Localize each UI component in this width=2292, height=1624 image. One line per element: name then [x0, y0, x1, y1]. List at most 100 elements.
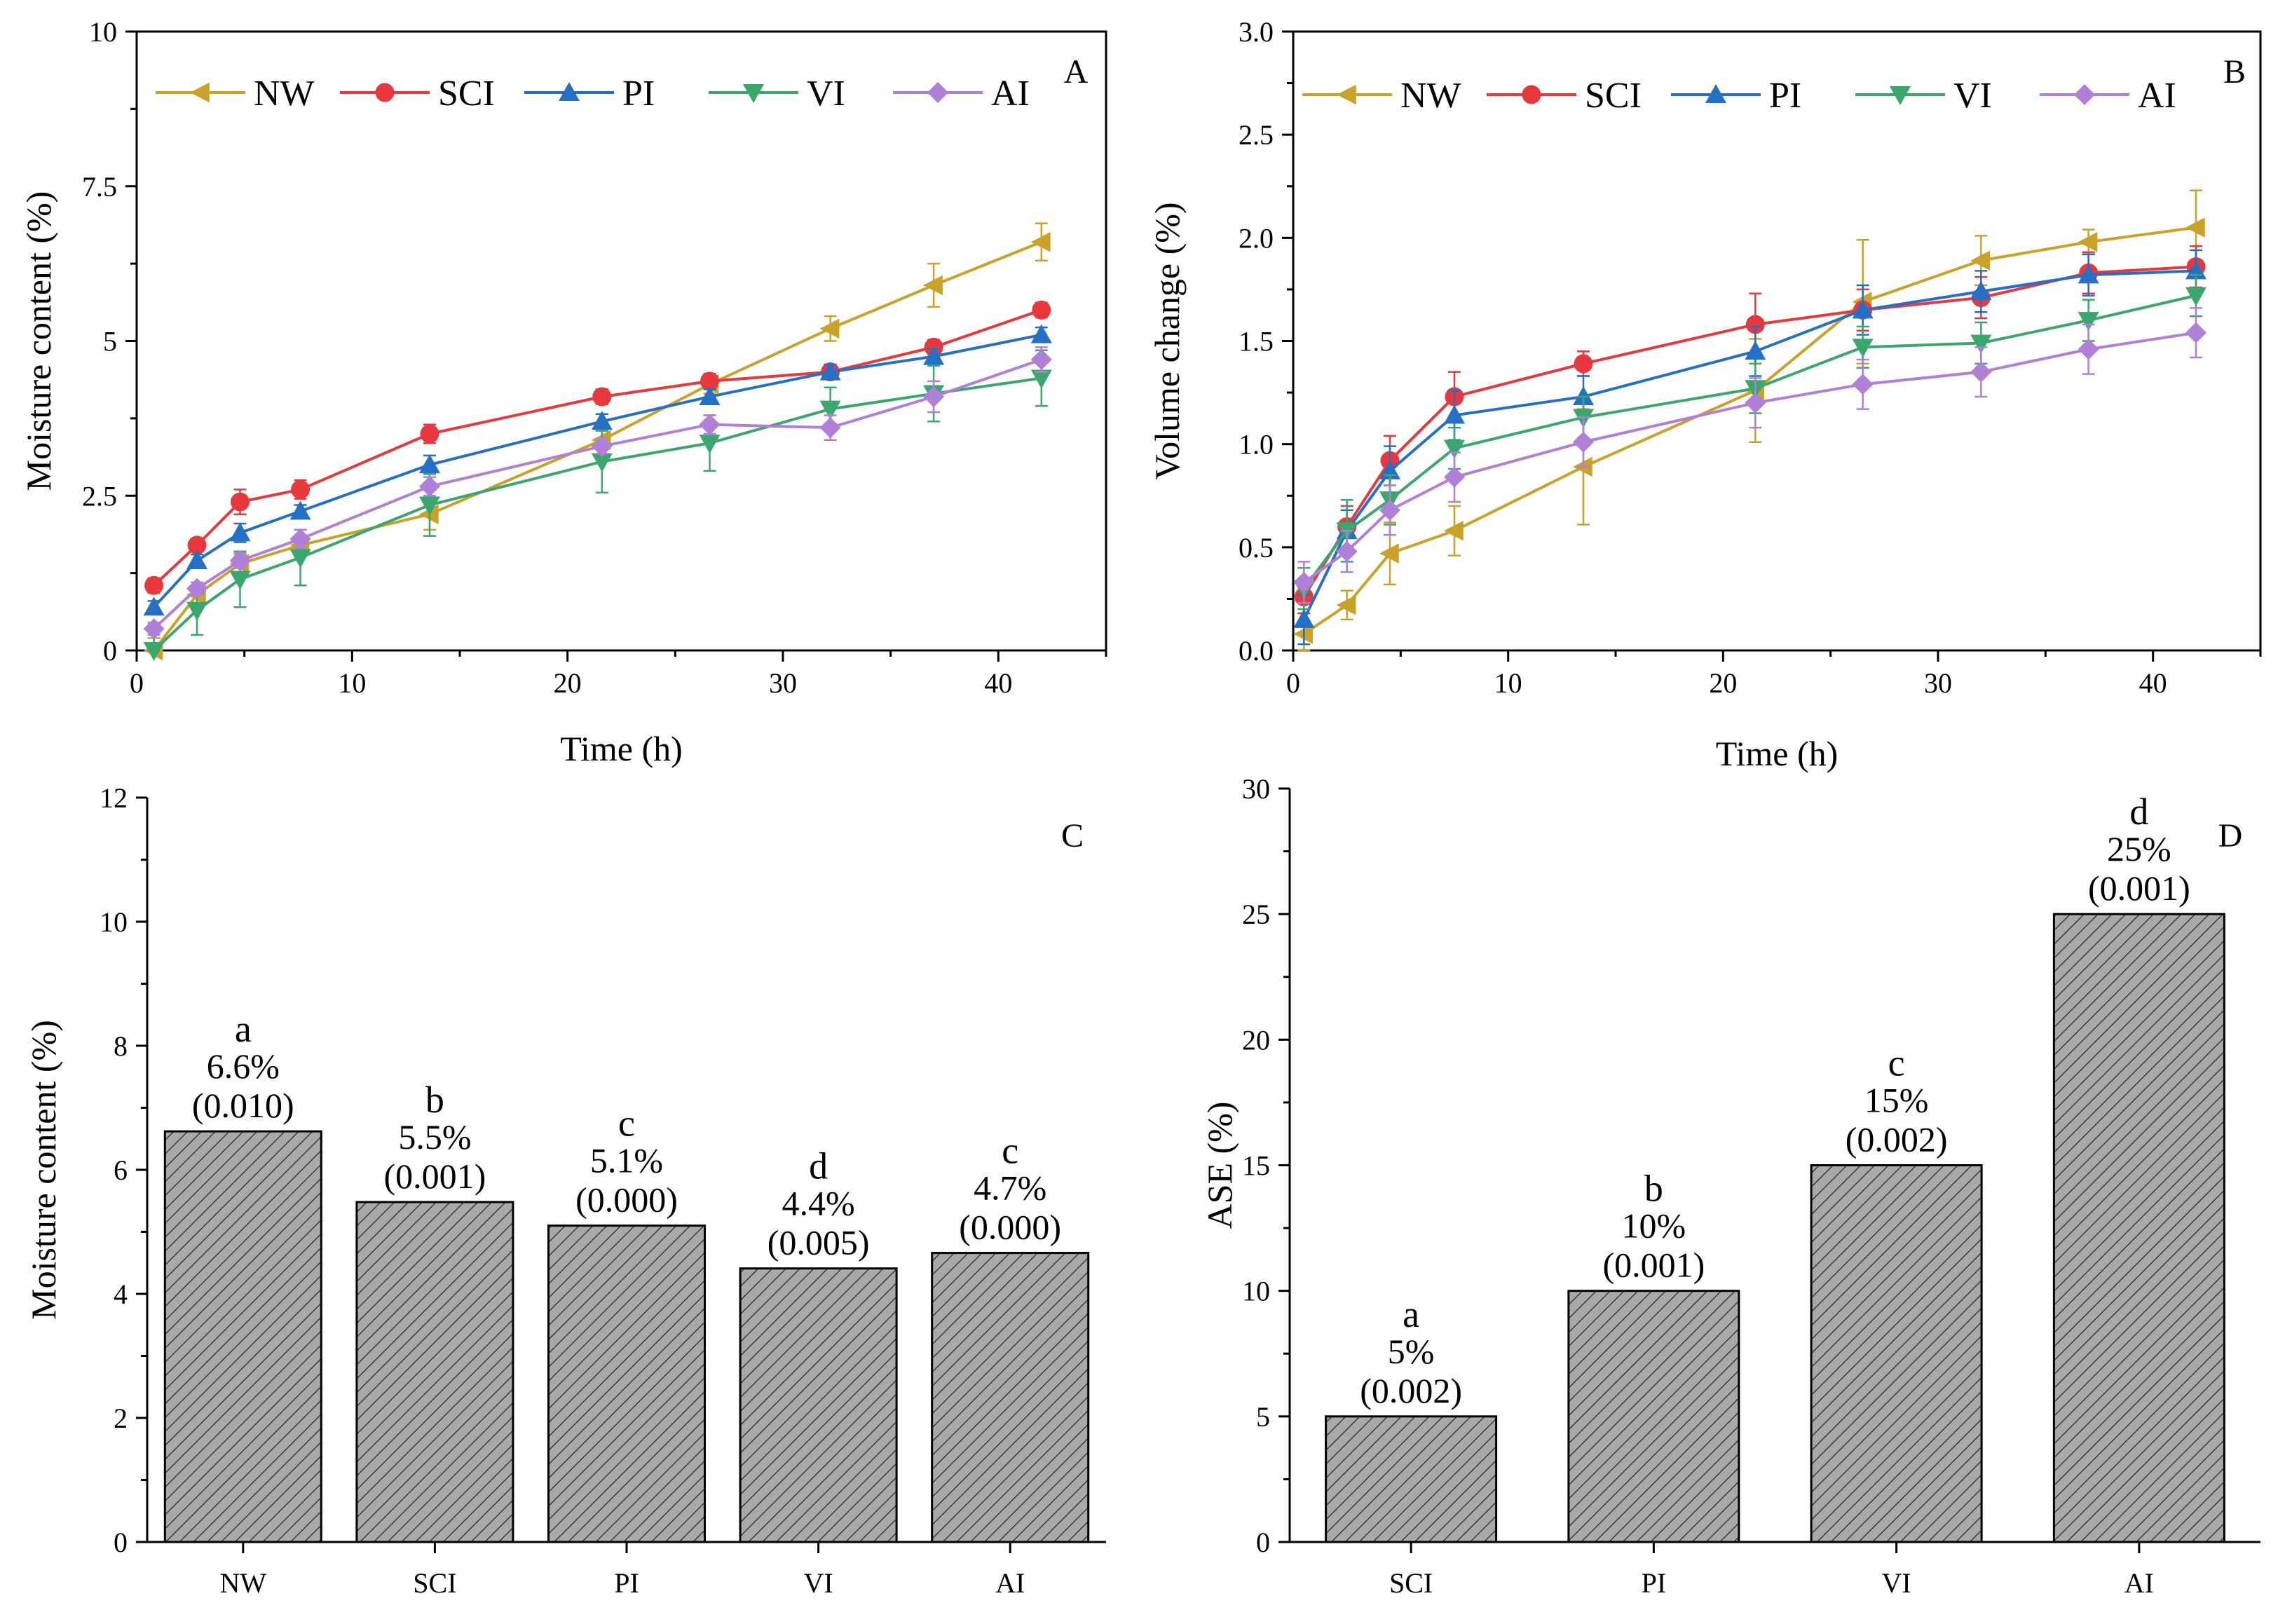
- data-point: [291, 479, 311, 499]
- panel-letter: A: [1064, 53, 1089, 90]
- data-point: [700, 371, 720, 391]
- series-ai: [143, 346, 1052, 640]
- data-point: [2078, 264, 2099, 284]
- data-point: [1444, 439, 1465, 459]
- data-point: [1970, 334, 1992, 354]
- data-point: [591, 453, 613, 472]
- bar-significance-letter: b: [1644, 1168, 1663, 1210]
- x-tick-label: VI: [803, 1567, 833, 1599]
- bar-value-label: 10%: [1622, 1206, 1686, 1246]
- bar-p-label: (0.002): [1360, 1371, 1462, 1410]
- legend-pi: PI: [1671, 76, 1801, 116]
- bar: [355, 1201, 514, 1543]
- bar-group-sci: SCI (0.002)5%a: [1325, 1293, 1498, 1599]
- bar-p-label: (0.002): [1846, 1120, 1948, 1159]
- x-tick-label: 10: [1494, 667, 1522, 699]
- series-pi: [1293, 249, 2206, 646]
- legend-marker: [1705, 84, 1726, 103]
- bar-group-vi: VI (0.002)15%c: [1810, 1042, 1983, 1599]
- bar-significance-letter: b: [425, 1079, 444, 1121]
- data-point: [923, 275, 943, 296]
- y-axis-title: Moisture content (%): [19, 191, 58, 491]
- bar-p-label: (0.000): [575, 1180, 678, 1220]
- data-point: [1970, 280, 1992, 300]
- series-vi: [143, 349, 1052, 661]
- legend-nw: NW: [1302, 76, 1461, 116]
- legend-label: SCI: [438, 74, 495, 114]
- x-tick-label: NW: [219, 1567, 266, 1599]
- series-line: [1302, 265, 2197, 598]
- data-point: [2078, 339, 2099, 360]
- series-line: [153, 308, 1042, 587]
- legend-vi: VI: [1855, 76, 1992, 116]
- data-point: [229, 571, 251, 590]
- y-tick-label: 0: [114, 1527, 128, 1558]
- x-tick-label: AI: [2124, 1567, 2154, 1599]
- data-point: [1745, 392, 1766, 414]
- data-point: [699, 385, 721, 405]
- bar-p-label: (0.001): [383, 1156, 486, 1196]
- legend-ai: AI: [893, 74, 1030, 114]
- data-point: [1032, 300, 1051, 320]
- data-point: [1336, 594, 1356, 615]
- series-line: [153, 333, 1042, 608]
- y-tick-label: 6: [114, 1154, 128, 1186]
- data-point: [2185, 217, 2205, 238]
- data-point: [143, 618, 165, 640]
- bar-significance-letter: d: [809, 1145, 828, 1187]
- bar: [739, 1267, 898, 1543]
- data-point: [1573, 431, 1594, 453]
- panel-b: 0 10 20 30 40 0.0 0.5 1.0 1.5 2.0 2.5 3.0 Time (h) Vo…: [1147, 16, 2262, 773]
- x-tick-label: SCI: [413, 1567, 456, 1599]
- bar-value-label: 6.6%: [207, 1046, 280, 1086]
- y-tick-label: 15: [1242, 1150, 1270, 1182]
- x-axis-title: Time (h): [560, 729, 683, 768]
- legend-label: PI: [1769, 76, 1801, 116]
- legend-marker: [927, 82, 948, 103]
- plot-frame: [135, 30, 1107, 652]
- bar-value-label: 15%: [1864, 1081, 1929, 1120]
- plot-frame: [1292, 30, 2262, 652]
- data-point: [819, 361, 841, 381]
- y-tick-label: 2.5: [82, 480, 117, 512]
- data-point: [186, 578, 208, 599]
- bar-p-label: (0.001): [1602, 1246, 1705, 1285]
- series-sci: [1294, 245, 2206, 615]
- y-tick-label: 1.5: [1239, 326, 1274, 357]
- data-point: [1030, 369, 1052, 389]
- data-point: [699, 435, 721, 454]
- y-tick-label: 2.0: [1239, 222, 1274, 254]
- legend-label: AI: [2138, 76, 2176, 116]
- data-point: [1852, 339, 1874, 358]
- y-axis-title: Volume change (%): [1147, 202, 1187, 479]
- y-tick-label: 0: [1256, 1527, 1270, 1558]
- bar-significance-letter: c: [1002, 1130, 1018, 1172]
- bar-value-label: 25%: [2107, 829, 2171, 868]
- data-point: [591, 435, 613, 457]
- data-point: [229, 550, 251, 571]
- y-tick-label: 8: [114, 1030, 128, 1062]
- legend-label: SCI: [1585, 76, 1642, 116]
- data-point: [923, 385, 945, 407]
- y-tick-label: 2.5: [1239, 119, 1274, 151]
- bar-significance-letter: a: [1403, 1293, 1419, 1335]
- bar-p-label: (0.005): [768, 1223, 870, 1262]
- data-point: [2078, 312, 2099, 332]
- data-point: [418, 496, 440, 516]
- data-point: [1573, 385, 1594, 405]
- data-point: [143, 596, 165, 616]
- y-tick-label: 10: [89, 16, 117, 48]
- x-tick-label: 40: [984, 667, 1012, 699]
- legend-marker: [743, 84, 764, 103]
- data-point: [1030, 231, 1051, 252]
- data-point: [2078, 231, 2098, 252]
- data-point: [420, 424, 439, 444]
- legend-pi: PI: [524, 74, 655, 114]
- bar-p-label: (0.001): [2088, 868, 2190, 908]
- bar-value-label: 4.7%: [974, 1168, 1046, 1208]
- data-point: [2185, 287, 2206, 306]
- bar-significance-letter: c: [1888, 1042, 1905, 1084]
- y-tick-label: 12: [100, 782, 128, 814]
- x-tick-label: 20: [1709, 667, 1737, 699]
